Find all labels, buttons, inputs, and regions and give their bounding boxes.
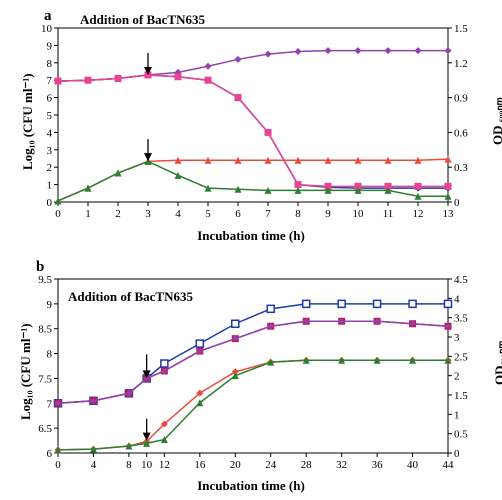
svg-text:12: 12 (413, 208, 424, 220)
svg-text:36: 36 (372, 459, 384, 471)
svg-text:3: 3 (47, 145, 53, 157)
svg-text:0.5: 0.5 (454, 429, 468, 441)
svg-text:3: 3 (454, 332, 460, 344)
svg-text:10: 10 (353, 208, 365, 220)
svg-text:6.5: 6.5 (38, 423, 52, 435)
svg-text:28: 28 (301, 459, 313, 471)
svg-text:0: 0 (47, 197, 53, 209)
svg-text:6: 6 (47, 448, 53, 460)
svg-text:9: 9 (47, 40, 53, 52)
svg-text:8.5: 8.5 (38, 324, 52, 336)
svg-text:1: 1 (454, 409, 460, 421)
svg-text:1: 1 (47, 180, 53, 192)
svg-text:4: 4 (47, 127, 53, 139)
svg-text:2.5: 2.5 (454, 351, 468, 363)
svg-text:24: 24 (265, 459, 277, 471)
svg-text:7.5: 7.5 (38, 373, 52, 385)
panel-a-x-title: Incubation time (h) (0, 228, 502, 244)
svg-text:8: 8 (47, 349, 53, 361)
svg-text:9.5: 9.5 (38, 274, 52, 286)
svg-text:10: 10 (41, 23, 53, 35)
svg-text:8: 8 (126, 459, 132, 471)
svg-text:0.6: 0.6 (454, 127, 468, 139)
svg-text:4: 4 (454, 293, 460, 305)
panel-a-chart: 01234567891011121301234567891000.30.60.9… (0, 10, 502, 225)
svg-text:0.3: 0.3 (454, 162, 468, 174)
svg-text:9: 9 (47, 299, 53, 311)
svg-text:0: 0 (454, 197, 460, 209)
svg-text:5: 5 (47, 110, 53, 122)
svg-text:13: 13 (443, 208, 455, 220)
svg-text:20: 20 (230, 459, 242, 471)
svg-text:6: 6 (47, 93, 53, 105)
svg-text:2: 2 (454, 371, 460, 383)
svg-text:7: 7 (47, 75, 53, 87)
svg-text:0.9: 0.9 (454, 93, 468, 105)
svg-text:6: 6 (235, 208, 241, 220)
figure-root: a Addition of BacTN635 Log₁₀ (CFU ml⁻¹) … (0, 0, 502, 500)
svg-text:44: 44 (443, 459, 455, 471)
svg-text:11: 11 (383, 208, 394, 220)
svg-text:40: 40 (407, 459, 419, 471)
svg-text:1.5: 1.5 (454, 390, 468, 402)
svg-text:7: 7 (47, 398, 53, 410)
svg-text:3: 3 (145, 208, 151, 220)
svg-text:16: 16 (194, 459, 206, 471)
svg-text:0: 0 (454, 448, 460, 460)
svg-text:32: 32 (336, 459, 347, 471)
panel-b-chart: 0481012162024283236404466.577.588.599.50… (0, 265, 502, 475)
svg-text:4: 4 (91, 459, 97, 471)
svg-text:2: 2 (115, 208, 121, 220)
svg-text:0: 0 (55, 208, 61, 220)
panel-b: b Addition of BacTN635 Log₁₀ (CFU ml⁻¹) … (0, 255, 502, 500)
svg-text:7: 7 (265, 208, 271, 220)
svg-text:2: 2 (47, 162, 53, 174)
svg-text:5: 5 (205, 208, 211, 220)
svg-text:8: 8 (295, 208, 301, 220)
svg-text:9: 9 (325, 208, 331, 220)
svg-text:1: 1 (85, 208, 91, 220)
svg-text:1.2: 1.2 (454, 58, 468, 70)
svg-text:3.5: 3.5 (454, 313, 468, 325)
panel-a: a Addition of BacTN635 Log₁₀ (CFU ml⁻¹) … (0, 0, 502, 250)
svg-text:8: 8 (47, 58, 53, 70)
svg-text:0: 0 (55, 459, 61, 471)
svg-text:12: 12 (159, 459, 170, 471)
panel-b-x-title: Incubation time (h) (0, 478, 502, 494)
svg-text:4: 4 (175, 208, 181, 220)
svg-text:1.5: 1.5 (454, 23, 468, 35)
svg-text:4.5: 4.5 (454, 274, 468, 286)
svg-text:10: 10 (141, 459, 153, 471)
